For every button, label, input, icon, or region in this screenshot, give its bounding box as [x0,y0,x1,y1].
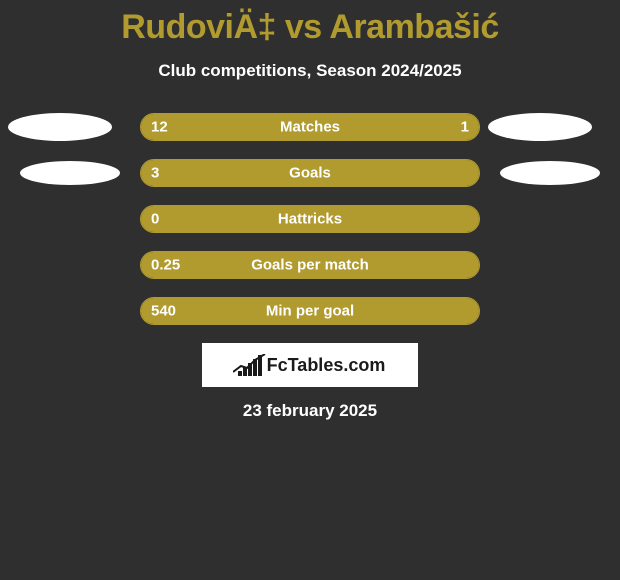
comparison-infographic: RudoviÄ‡ vs Arambašić Club competitions,… [0,0,620,421]
stat-value-right: 1 [461,119,469,136]
stat-bar-track: 0 Hattricks [140,205,480,233]
stat-row: 0.25 Goals per match [0,251,620,279]
stat-row: 3 Goals [0,159,620,187]
stat-row: 0 Hattricks [0,205,620,233]
stat-row: 540 Min per goal [0,297,620,325]
player-right-ellipse [500,161,600,185]
stat-value-left: 540 [151,303,176,320]
stat-value-left: 0.25 [151,257,180,274]
page-title: RudoviÄ‡ vs Arambašić [0,8,620,47]
stat-label: Goals per match [251,257,369,274]
stat-label: Matches [280,119,340,136]
stat-label: Min per goal [266,303,354,320]
fctables-logo-icon [235,354,263,376]
player-left-ellipse [20,161,120,185]
stat-bar-track: 12 1 Matches [140,113,480,141]
player-left-ellipse [8,113,112,141]
branding-box: FcTables.com [202,343,418,387]
stat-label: Goals [289,165,331,182]
stat-bar-track: 0.25 Goals per match [140,251,480,279]
stat-bar-track: 3 Goals [140,159,480,187]
stats-bars-area: 12 1 Matches 3 Goals 0 Hattricks 0.25 Goals per … [0,113,620,325]
stat-bar-fill-left [141,114,405,140]
stat-label: Hattricks [278,211,342,228]
stat-value-left: 3 [151,165,159,182]
stat-value-left: 12 [151,119,168,136]
branding-text: FcTables.com [267,355,386,376]
stat-row: 12 1 Matches [0,113,620,141]
player-right-ellipse [488,113,592,141]
footer-date: 23 february 2025 [0,401,620,421]
page-subtitle: Club competitions, Season 2024/2025 [0,61,620,81]
stat-bar-track: 540 Min per goal [140,297,480,325]
stat-value-left: 0 [151,211,159,228]
